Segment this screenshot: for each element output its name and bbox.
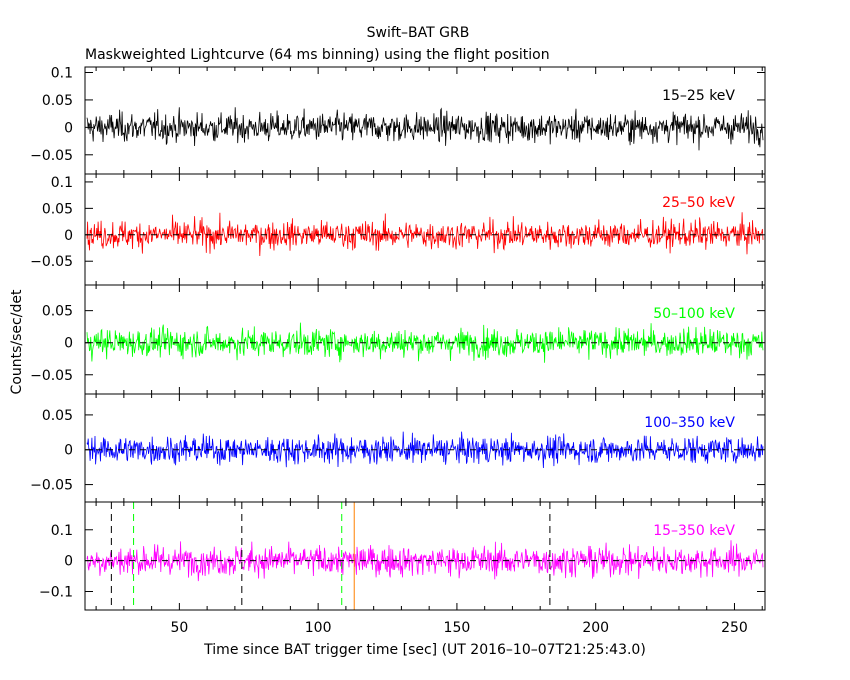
x-tick-label: 250 <box>721 620 748 636</box>
band-label-3: 50–100 keV <box>653 306 735 322</box>
panel-1: −0.05 0 0.05 0.1 15–25 keV <box>30 65 766 175</box>
y-tick-label: 0.1 <box>51 65 73 81</box>
chart-subtitle: Maskweighted Lightcurve (64 ms binning) … <box>85 47 550 63</box>
y-tick-label: 0 <box>64 554 73 570</box>
band-label-4: 100–350 keV <box>644 415 735 431</box>
series-trace-2 <box>86 212 764 257</box>
y-tick-label: 0 <box>64 443 73 459</box>
y-tick-label: −0.1 <box>39 584 73 600</box>
band-label-5: 15–350 keV <box>653 523 735 539</box>
band-label-1: 15–25 keV <box>662 88 735 104</box>
panel-5: −0.1 0 0.1 15–350 keV <box>39 501 766 611</box>
x-tick-label: 150 <box>444 620 471 636</box>
y-tick-label: −0.05 <box>30 368 73 384</box>
panel-frame-5 <box>84 501 766 611</box>
panels-group: −0.05 0 0.05 0.1 15–25 keV −0.05 0 0.05 0.1 25–50… <box>30 65 766 636</box>
band-label-2: 25–50 keV <box>662 195 735 211</box>
x-tick-label: 200 <box>582 620 609 636</box>
series-trace-1 <box>86 107 764 151</box>
y-tick-label: −0.05 <box>30 478 73 494</box>
y-tick-label: 0.1 <box>51 523 73 539</box>
panel-2: −0.05 0 0.05 0.1 25–50 keV <box>30 173 766 286</box>
y-tick-label: 0 <box>64 120 73 136</box>
x-tick-label: 50 <box>170 620 188 636</box>
series-trace-4 <box>86 431 764 469</box>
y-tick-label: 0.05 <box>42 304 73 320</box>
x-axis-label: Time since BAT trigger time [sec] (UT 20… <box>203 642 646 658</box>
x-tick-label: 100 <box>305 620 332 636</box>
y-tick-label: 0.05 <box>42 201 73 217</box>
y-tick-label: 0.05 <box>42 93 73 109</box>
y-tick-label: 0.1 <box>51 175 73 191</box>
y-tick-label: 0 <box>64 228 73 244</box>
panel-4: −0.05 0 0.05 100–350 keV <box>30 393 766 503</box>
chart-title: Swift–BAT GRB <box>367 25 470 41</box>
series-trace-5 <box>86 540 764 582</box>
y-tick-label: −0.05 <box>30 148 73 164</box>
y-tick-label: 0 <box>64 336 73 352</box>
y-tick-label: 0.05 <box>42 408 73 424</box>
y-axis-label: Counts/sec/det <box>9 289 25 394</box>
panel-3: −0.05 0 0.05 50–100 keV <box>30 284 766 395</box>
y-tick-label: −0.05 <box>30 254 73 270</box>
